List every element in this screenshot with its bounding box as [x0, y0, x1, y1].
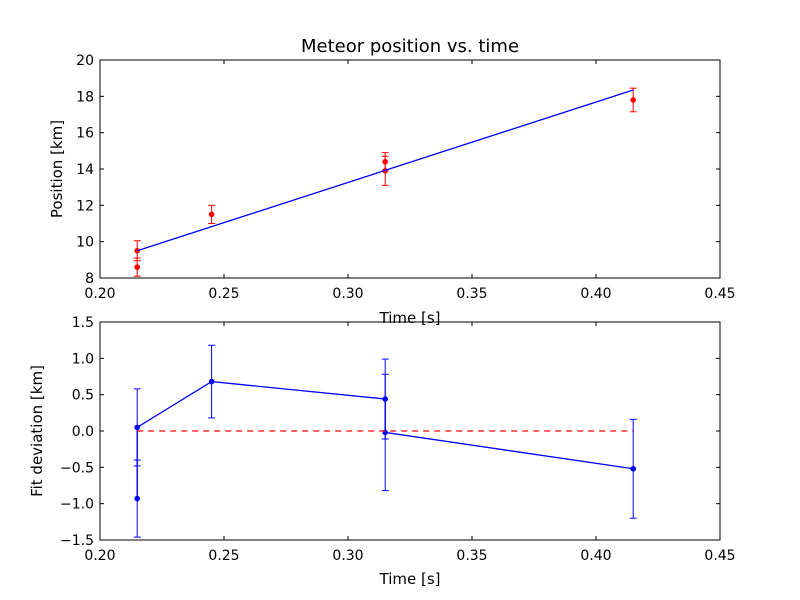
top-x-tick-label: 0.35	[456, 286, 487, 302]
top-data-point	[382, 158, 389, 165]
bottom-data-point	[630, 465, 637, 472]
top-x-tick-label: 0.20	[84, 286, 115, 302]
top-y-tick-label: 16	[76, 126, 94, 142]
top-plot-marks	[133, 87, 637, 277]
top-plot-ticks: 0.20 0.25 0.30 0.35 0.40 0.45 8 10 12 14 16 18 20	[76, 53, 735, 302]
top-series-line	[136, 89, 634, 252]
bottom-x-tick-label: 0.40	[580, 548, 611, 564]
bottom-y-tick-label: −1.0	[60, 497, 94, 513]
top-y-tick-label: 20	[76, 53, 94, 69]
bottom-x-tick-label: 0.30	[332, 548, 363, 564]
top-x-tick-label: 0.30	[332, 286, 363, 302]
top-x-axis-label: Time [s]	[379, 309, 441, 327]
top-data-point	[630, 97, 637, 103]
bottom-data-point	[134, 424, 140, 431]
bottom-x-tick-label: 0.45	[704, 548, 735, 564]
top-x-tick-label: 0.25	[208, 286, 239, 302]
top-y-tick-label: 8	[85, 271, 94, 287]
bottom-data-point	[208, 378, 215, 385]
bottom-x-axis-label: Time [s]	[379, 570, 441, 588]
bottom-y-tick-label: −0.5	[60, 460, 94, 476]
bottom-plot: 0.20 0.25 0.30 0.35 0.40 0.45 −1.5 −1.0 −0.5 0.0 0…	[28, 315, 736, 588]
bottom-data-point	[134, 495, 140, 502]
top-x-tick-label: 0.45	[704, 286, 735, 302]
bottom-x-tick-label: 0.25	[208, 548, 239, 564]
bottom-y-tick-label: 1.5	[72, 315, 94, 331]
bottom-y-axis-label: Fit deviation [km]	[28, 365, 46, 497]
bottom-data-point	[382, 396, 389, 402]
bottom-x-tick-label: 0.35	[456, 548, 487, 564]
bottom-plot-ticks: 0.20 0.25 0.30 0.35 0.40 0.45 −1.5 −1.0 −0.5 0.0 0…	[60, 315, 736, 564]
top-y-tick-label: 12	[76, 198, 94, 214]
top-data-point	[208, 211, 215, 218]
chart-title: Meteor position vs. time	[301, 36, 519, 57]
bottom-x-tick-label: 0.20	[84, 548, 115, 564]
top-x-tick-label: 0.40	[580, 286, 611, 302]
top-y-tick-label: 14	[76, 162, 94, 178]
bottom-plot-marks	[133, 344, 637, 538]
bottom-y-tick-label: 0.0	[72, 424, 94, 440]
top-y-tick-label: 10	[76, 235, 94, 251]
top-data-point	[134, 264, 140, 270]
bottom-y-tick-label: 0.5	[72, 388, 94, 404]
top-y-tick-label: 18	[76, 89, 94, 105]
bottom-y-tick-label: −1.5	[60, 533, 94, 549]
top-y-axis-label: Position [km]	[48, 120, 66, 218]
bottom-y-tick-label: 1.0	[72, 351, 94, 367]
